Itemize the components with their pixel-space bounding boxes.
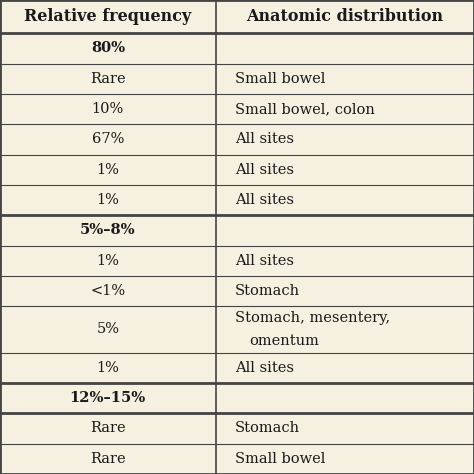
Text: 5%: 5%	[96, 322, 119, 337]
Text: 80%: 80%	[91, 41, 125, 55]
Text: 1%: 1%	[96, 193, 119, 207]
Text: Stomach, mesentery,: Stomach, mesentery,	[235, 311, 390, 325]
Text: All sites: All sites	[235, 132, 293, 146]
Text: 67%: 67%	[91, 132, 124, 146]
Text: omentum: omentum	[249, 334, 319, 348]
Text: 1%: 1%	[96, 163, 119, 177]
Text: 12%–15%: 12%–15%	[70, 391, 146, 405]
Text: Stomach: Stomach	[235, 421, 300, 436]
Text: Relative frequency: Relative frequency	[24, 8, 191, 25]
Text: Small bowel: Small bowel	[235, 452, 325, 466]
Text: 5%–8%: 5%–8%	[80, 223, 136, 237]
Text: All sites: All sites	[235, 254, 293, 268]
Text: 10%: 10%	[91, 102, 124, 116]
Text: Rare: Rare	[90, 452, 126, 466]
Text: 1%: 1%	[96, 361, 119, 375]
Text: Rare: Rare	[90, 72, 126, 86]
Text: Stomach: Stomach	[235, 284, 300, 298]
Text: Anatomic distribution: Anatomic distribution	[246, 8, 443, 25]
Text: All sites: All sites	[235, 163, 293, 177]
Text: Rare: Rare	[90, 421, 126, 436]
Text: 1%: 1%	[96, 254, 119, 268]
Text: Small bowel: Small bowel	[235, 72, 325, 86]
Text: Small bowel, colon: Small bowel, colon	[235, 102, 374, 116]
Text: <1%: <1%	[90, 284, 126, 298]
Text: All sites: All sites	[235, 361, 293, 375]
Text: All sites: All sites	[235, 193, 293, 207]
